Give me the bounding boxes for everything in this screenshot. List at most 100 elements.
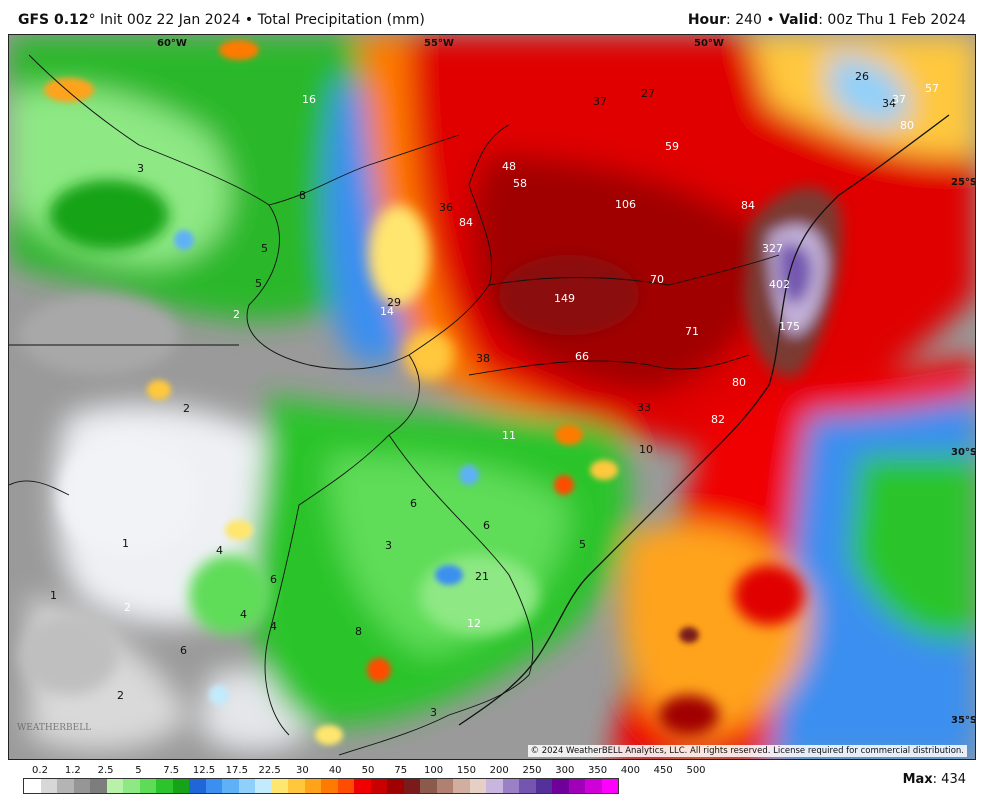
border-line-1: [28, 54, 510, 370]
legend-swatch: [354, 779, 371, 793]
map-value: 4: [240, 608, 247, 621]
bullet-1: •: [244, 12, 254, 28]
legend-tick-label: 22.5: [258, 765, 281, 776]
map-value: 6: [270, 573, 277, 586]
legend-swatch: [24, 779, 41, 793]
legend-swatch: [601, 779, 618, 793]
legend-swatch: [519, 779, 536, 793]
border-line-7: [9, 344, 239, 496]
legend-swatch: [486, 779, 503, 793]
map-value: 80: [732, 376, 746, 389]
legend-tick-label: 12.5: [192, 765, 216, 776]
field-name: Total Precipitation (mm): [257, 12, 425, 28]
legend-swatch: [172, 779, 189, 793]
legend-swatch: [370, 779, 387, 793]
precip-value-labels: 16 37 27 26 34 37 57 80 3 48 58 59 8 36 …: [50, 70, 939, 719]
map-value: 6: [483, 519, 490, 532]
legend-swatch: [139, 779, 156, 793]
lat-25-label: 25°S: [951, 177, 976, 188]
lat-30-label: 30°S: [951, 447, 976, 458]
border-line-4: [388, 434, 534, 716]
model-name: GFS 0.12: [18, 12, 89, 28]
legend-swatch: [585, 779, 602, 793]
legend-swatch: [552, 779, 569, 793]
legend-swatch: [502, 779, 519, 793]
precip-field-spots: [44, 40, 699, 745]
map-value: 6: [410, 497, 417, 510]
legend-tick-label: 40: [328, 765, 342, 776]
map-value: 8: [355, 625, 362, 638]
legend-tick-label: 450: [653, 765, 673, 776]
legend-tick-label: 17.5: [225, 765, 248, 776]
weatherbell-logo: WEATHERBELL: [17, 723, 92, 733]
legend-tick-label: 100: [424, 765, 444, 776]
map-value: 12: [467, 617, 481, 630]
legend-swatch: [40, 779, 57, 793]
legend-swatch: [189, 779, 206, 793]
map-value: 106: [615, 198, 636, 211]
map-value: 33: [637, 401, 651, 414]
map-value: 5: [579, 538, 586, 551]
map-value: 29: [387, 296, 401, 309]
map-value: 2: [233, 308, 240, 321]
lon-50-label: 50°W: [694, 38, 724, 49]
map-value: 26: [855, 70, 869, 83]
legend-swatch: [304, 779, 321, 793]
legend-swatch: [156, 779, 173, 793]
model-title: GFS 0.12° Init 00z 22 Jan 2024 • Total P…: [18, 12, 425, 28]
map-value: 80: [900, 119, 914, 132]
bullet-2: •: [766, 12, 775, 28]
map-value: 3: [137, 162, 144, 175]
legend-tick-label: 2.5: [97, 765, 114, 776]
map-value: 37: [593, 95, 607, 108]
map-value: 1: [50, 589, 57, 602]
map-value: 6: [180, 644, 187, 657]
legend-swatch: [205, 779, 222, 793]
copyright-notice: © 2024 WeatherBELL Analytics, LLC. All r…: [527, 745, 967, 757]
legend-swatch: [57, 779, 74, 793]
map-value: 82: [711, 413, 725, 426]
map-value: 84: [459, 216, 473, 229]
legend-tick-label: 400: [620, 765, 640, 776]
legend-swatch: [321, 779, 338, 793]
map-value: 11: [502, 429, 516, 442]
legend-tick-label: 350: [588, 765, 608, 776]
legend-swatch: [535, 779, 552, 793]
legend-swatch: [106, 779, 123, 793]
map-value: 37: [892, 93, 906, 106]
legend-swatch: [271, 779, 288, 793]
map-value: 5: [255, 277, 262, 290]
map-value: 175: [779, 320, 800, 333]
coastline-path: [458, 114, 950, 726]
legend-swatch: [90, 779, 107, 793]
lon-60-label: 60°W: [157, 38, 187, 49]
legend-swatch: [420, 779, 437, 793]
legend-swatch: [568, 779, 585, 793]
legend-tick-label: 500: [686, 765, 706, 776]
border-line-5: [488, 254, 780, 286]
map-value: 4: [216, 544, 223, 557]
legend-swatch: [238, 779, 255, 793]
lon-55-label: 55°W: [424, 38, 454, 49]
hour-value: : 240: [726, 12, 762, 28]
precipitation-map: 60°W 55°W 50°W 25°S 30°S 35°S 16 37 27 2…: [8, 34, 976, 760]
legend-tick-label: 0.2: [32, 765, 48, 776]
max-number: : 434: [932, 772, 966, 787]
map-value: 38: [476, 352, 490, 365]
map-value: 1: [122, 537, 129, 550]
legend-swatch: [255, 779, 272, 793]
legend-swatch: [288, 779, 305, 793]
border-line-6: [468, 354, 750, 376]
max-value: Max: 434: [903, 772, 966, 787]
precip-field-detail: [19, 180, 842, 735]
init-time: Init 00z 22 Jan 2024: [100, 12, 241, 28]
map-value: 16: [302, 93, 316, 106]
legend-swatch: [469, 779, 486, 793]
map-value: 149: [554, 292, 575, 305]
legend-swatch: [387, 779, 404, 793]
map-value: 14: [380, 305, 394, 318]
map-value: 10: [639, 443, 653, 456]
legend-tick-label: 75: [394, 765, 408, 776]
degree-symbol: °: [88, 12, 96, 28]
map-value: 2: [124, 601, 131, 614]
